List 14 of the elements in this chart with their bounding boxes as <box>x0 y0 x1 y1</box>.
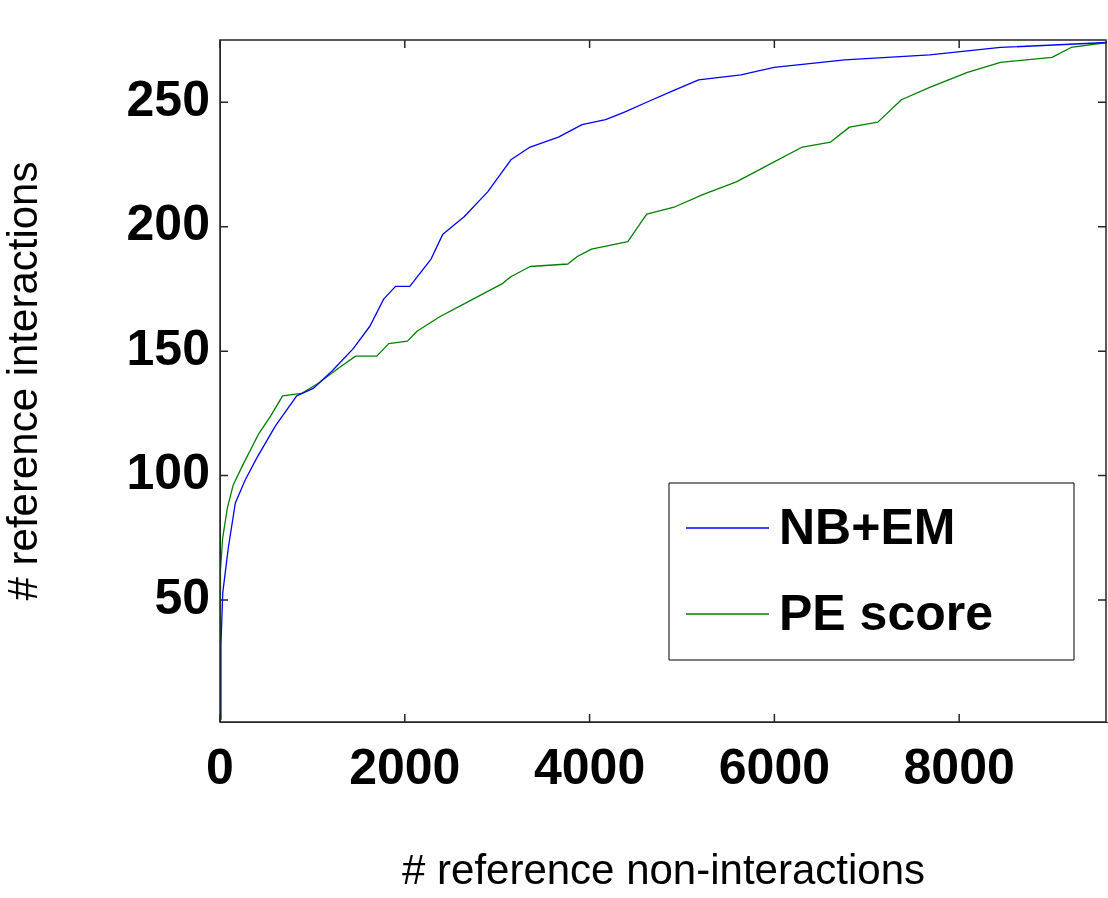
x-tick-label: 6000 <box>718 738 830 795</box>
x-tick-label: 2000 <box>349 738 461 795</box>
x-tick-label: 8000 <box>903 738 1015 795</box>
y-tick-label: 50 <box>154 568 210 625</box>
y-tick-label: 250 <box>126 71 210 128</box>
legend-label: NB+EM <box>779 498 956 555</box>
y-tick-label: 150 <box>126 319 210 376</box>
x-tick-label: 0 <box>206 738 234 795</box>
y-axis-title: # reference interactions <box>0 161 46 601</box>
y-tick-label: 100 <box>126 444 210 501</box>
x-tick-label: 4000 <box>533 738 646 795</box>
y-tick-label: 200 <box>126 195 210 252</box>
legend-label: PE score <box>779 584 994 641</box>
x-axis-title: # reference non-interactions <box>402 846 925 894</box>
